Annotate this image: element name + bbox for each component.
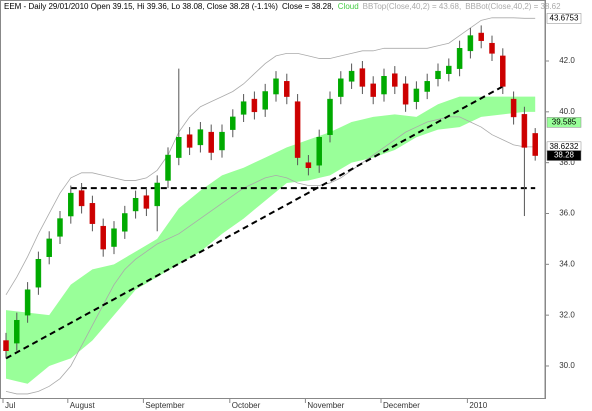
chart-title: EEM - Daily 29/01/2010 Open 39.15, Hi 39… xyxy=(4,2,561,11)
candle-body xyxy=(154,182,160,207)
bollinger-upper xyxy=(5,17,536,296)
x-tick-label: December xyxy=(383,401,420,410)
candle-body xyxy=(230,116,236,130)
candle-body xyxy=(284,81,290,97)
candle-body xyxy=(262,91,268,110)
last-label-box xyxy=(546,117,582,128)
candle-body xyxy=(370,83,376,97)
candle-body xyxy=(89,203,96,224)
x-tick-label: September xyxy=(145,401,184,410)
y-tick-label: 30.0 xyxy=(559,361,575,370)
y-tick-label: 38.0 xyxy=(559,158,575,167)
candle-body xyxy=(316,136,322,166)
y-tick-label: 42.0 xyxy=(559,56,575,65)
y-tick-label: 32.0 xyxy=(559,310,575,319)
candle-body xyxy=(143,195,150,209)
candle-body xyxy=(338,78,344,97)
x-tick-label: November xyxy=(307,401,344,410)
candle-body xyxy=(348,70,355,82)
y-tick-label: 36.0 xyxy=(559,209,575,218)
candle-body xyxy=(208,131,214,153)
candle-body xyxy=(111,228,117,247)
trendline xyxy=(5,85,504,360)
candle-body xyxy=(3,340,9,351)
last-label: 38.28 xyxy=(554,151,575,160)
candle-body xyxy=(240,101,247,115)
x-tick-label: August xyxy=(70,401,96,410)
candle-body xyxy=(489,42,495,54)
legend-entry: Cloud xyxy=(338,2,359,11)
legend-entry: BBBot(Close,40,2) = 38.62 xyxy=(465,2,561,11)
candle-body xyxy=(392,73,398,87)
candle-body xyxy=(413,88,420,102)
candle-body xyxy=(251,98,258,113)
last-label-box xyxy=(546,13,582,24)
title-text: EEM - Daily 29/01/2010 Open 39.15, Hi 39… xyxy=(4,2,278,11)
candle-body xyxy=(467,35,474,52)
candle-body xyxy=(132,197,139,212)
candle-body xyxy=(273,78,279,95)
candle-body xyxy=(305,162,312,168)
y-tick-label: 34.0 xyxy=(559,259,575,268)
candle-body xyxy=(24,289,31,316)
candle-body xyxy=(327,98,333,135)
last-label-box xyxy=(546,150,582,161)
candle-body xyxy=(521,114,528,148)
candle-body xyxy=(532,133,538,156)
candle-body xyxy=(381,75,387,95)
cloud xyxy=(6,96,536,384)
legend-entry: BBTop(Close,40,2) = 43.68, xyxy=(363,2,462,11)
candle-body xyxy=(122,213,128,232)
candle-body xyxy=(446,65,452,74)
last-label: 43.6753 xyxy=(550,14,579,23)
candle-body xyxy=(424,81,430,92)
candle-body xyxy=(435,70,441,80)
candle-body xyxy=(68,192,74,217)
candle-body xyxy=(100,225,106,250)
candle-body xyxy=(46,238,52,257)
candle-body xyxy=(500,55,506,87)
candle-body xyxy=(165,154,171,181)
y-tick-label: 40.0 xyxy=(559,107,575,116)
candle-body xyxy=(359,68,366,87)
candle-body xyxy=(456,48,463,69)
candle-body xyxy=(186,134,193,148)
last-label: 39.585 xyxy=(552,117,577,126)
x-tick-label: 2010 xyxy=(469,401,487,410)
last-label: 38.6232 xyxy=(550,142,579,151)
x-tick-label: Jul xyxy=(5,401,15,410)
candle-body xyxy=(219,131,225,151)
candle-body xyxy=(78,190,85,207)
x-tick-label: October xyxy=(232,401,261,410)
legend-entry: Close = 38.28, xyxy=(282,2,334,11)
candle-body xyxy=(197,129,204,146)
candle-body xyxy=(176,136,182,158)
candle-body xyxy=(402,83,409,105)
candle-body xyxy=(510,98,517,118)
candle-body xyxy=(478,32,484,41)
candle-body xyxy=(57,218,63,237)
candle-body xyxy=(14,319,20,344)
candle-body xyxy=(35,258,42,288)
candle-body xyxy=(294,101,301,158)
